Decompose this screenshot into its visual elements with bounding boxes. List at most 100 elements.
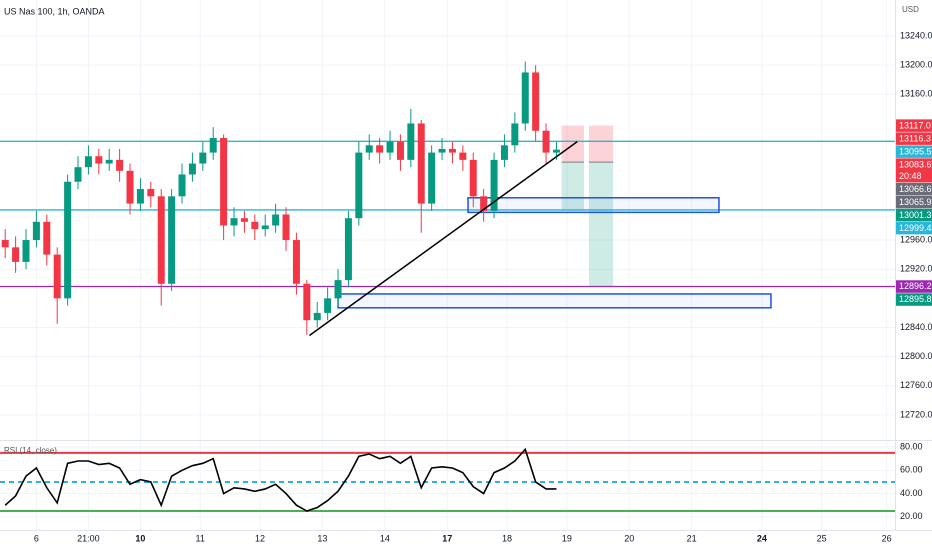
x-tick-label: 14	[380, 533, 390, 543]
target-zone	[588, 162, 614, 286]
price-tag-label: 13117.0	[899, 120, 931, 130]
candle-body	[43, 221, 51, 255]
zone-rectangle	[467, 197, 720, 214]
candle-body	[95, 156, 103, 164]
candle-body	[396, 141, 404, 160]
y-tick-label: 12800.0	[900, 351, 932, 361]
candle-body	[272, 214, 280, 226]
y-tick-label: 12920.0	[900, 264, 932, 274]
candle-body	[178, 174, 186, 197]
candle-body	[64, 181, 72, 299]
x-tick-label: 11	[196, 533, 205, 543]
x-tick-label: 21	[687, 533, 697, 543]
candle-body	[542, 130, 550, 153]
y-tick-label: 13160.0	[900, 89, 932, 99]
candle-body	[428, 152, 436, 204]
price-tag	[896, 195, 932, 209]
candle-body	[32, 221, 40, 241]
axes: 6 21:00 10 11 12 13 14 17 18 19 20 21 24 25 26 13240.0 1…	[34, 30, 932, 543]
candle-body	[303, 283, 311, 321]
y-tick-label: 60.00	[900, 465, 923, 475]
candle-body	[220, 138, 228, 226]
candle-body	[417, 123, 425, 204]
price-tag-label: 13001.3	[899, 210, 932, 220]
candle-body	[334, 280, 342, 299]
trend-line	[308, 141, 578, 337]
candle-body	[500, 145, 508, 160]
candle-body	[511, 123, 519, 146]
candle-body	[12, 247, 20, 262]
candle-body	[282, 214, 290, 241]
target-zone	[561, 162, 585, 211]
candle-body	[480, 196, 488, 211]
symbol-title: US Nas 100, 1h, OANDA	[4, 6, 105, 16]
x-tick-label: 21:00	[77, 533, 100, 543]
price-tag	[896, 132, 932, 145]
x-tick-label: 26	[882, 533, 892, 543]
candle-body	[532, 72, 540, 131]
candle-body	[116, 159, 124, 171]
candle-body	[355, 152, 363, 219]
x-tick-label: 12	[255, 533, 265, 543]
price-tag-label: 12895.8	[899, 294, 932, 304]
candle-body	[552, 149, 560, 153]
y-tick-label: 12760.0	[900, 380, 932, 390]
price-tag	[896, 145, 932, 158]
rsi-pane	[0, 441, 895, 530]
rsi-title: RSI (14, close)	[4, 446, 57, 455]
price-pane	[0, 0, 895, 440]
price-tag-label: 13095.5	[899, 146, 932, 156]
candle-body	[105, 159, 113, 164]
candle-body	[1, 240, 9, 248]
candle-body	[209, 138, 217, 153]
y-tick-label: 80.00	[900, 441, 923, 451]
price-tag-label: 13065.9	[899, 197, 932, 207]
stop-zone	[561, 125, 585, 163]
x-tick-label: 24	[757, 533, 767, 543]
countdown-label: 20:48	[899, 171, 922, 181]
candle-body	[365, 145, 373, 153]
candle-body	[376, 145, 384, 153]
candle-body	[199, 152, 207, 164]
price-tag-label: 12896.2	[899, 281, 932, 291]
candle-body	[188, 163, 196, 175]
y-tick-label: 12720.0	[900, 409, 932, 419]
currency: USD	[902, 5, 919, 14]
x-tick-label: 17	[442, 533, 452, 543]
candle-body	[521, 72, 529, 124]
x-tick-label: 10	[135, 533, 145, 543]
price-tag-label: 12999.4	[899, 223, 932, 233]
price-tag	[896, 158, 932, 183]
candle-body	[313, 312, 321, 321]
candle-body	[448, 148, 456, 153]
price-tag	[896, 280, 932, 293]
y-tick-label: 20.00	[900, 511, 923, 521]
candle-body	[84, 156, 92, 168]
candle-body	[147, 189, 155, 197]
candle-body	[292, 240, 300, 284]
price-tag	[896, 221, 932, 235]
rsi-line	[4, 447, 557, 512]
price-tag	[896, 182, 932, 196]
candle-body	[22, 240, 30, 262]
candle-body	[157, 196, 165, 284]
stop-zone	[588, 125, 614, 163]
candle-body	[344, 218, 352, 281]
x-tick-label: 25	[817, 533, 827, 543]
price-tag-label: 13083.6	[899, 159, 932, 169]
candle-body	[251, 221, 259, 230]
price-tag-label: 13116.3	[899, 133, 931, 143]
y-tick-label: 12840.0	[900, 322, 932, 332]
y-tick-label: 13240.0	[900, 30, 932, 40]
candle-body	[230, 218, 238, 226]
price-tag	[896, 293, 932, 306]
candle-body	[407, 123, 415, 160]
candle-body	[490, 159, 498, 211]
candle-body	[168, 196, 176, 284]
candle-body	[240, 218, 248, 222]
x-tick-label: 13	[317, 533, 327, 543]
y-tick-label: 13200.0	[900, 60, 932, 70]
x-tick-label: 20	[624, 533, 634, 543]
price-tag-label: 13066.6	[899, 184, 932, 194]
